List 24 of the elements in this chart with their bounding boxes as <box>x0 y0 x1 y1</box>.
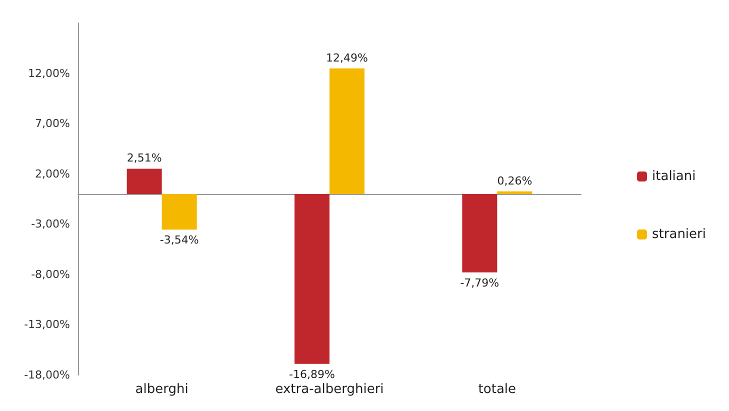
legend-label: stranieri <box>652 227 706 242</box>
legend-label: italiani <box>652 169 696 184</box>
bar <box>497 191 532 194</box>
y-tick-label: 7,00% <box>35 117 70 130</box>
bar <box>294 194 330 364</box>
data-label: 2,51% <box>126 152 162 165</box>
y-tick-label: -13,00% <box>24 318 70 332</box>
data-label: -3,54% <box>160 234 199 247</box>
bar <box>126 168 162 194</box>
y-tick-label: -3,00% <box>31 218 70 231</box>
x-tick-label: extra-alberghieri <box>275 382 384 397</box>
x-tick-label: alberghi <box>135 382 188 397</box>
bar <box>330 68 364 194</box>
data-label: 0,26% <box>497 174 532 188</box>
data-label: 12,49% <box>326 51 368 64</box>
x-tick-label: totale <box>478 382 516 397</box>
y-tick-label: 12,00% <box>28 66 70 80</box>
data-label: -16,89% <box>289 368 335 381</box>
y-tick-label: 2,00% <box>35 167 70 180</box>
y-tick-label: -8,00% <box>31 268 70 281</box>
bar <box>162 194 197 230</box>
bar <box>462 194 498 272</box>
data-label: -7,79% <box>460 276 500 290</box>
y-tick-label: -18,00% <box>24 368 70 382</box>
